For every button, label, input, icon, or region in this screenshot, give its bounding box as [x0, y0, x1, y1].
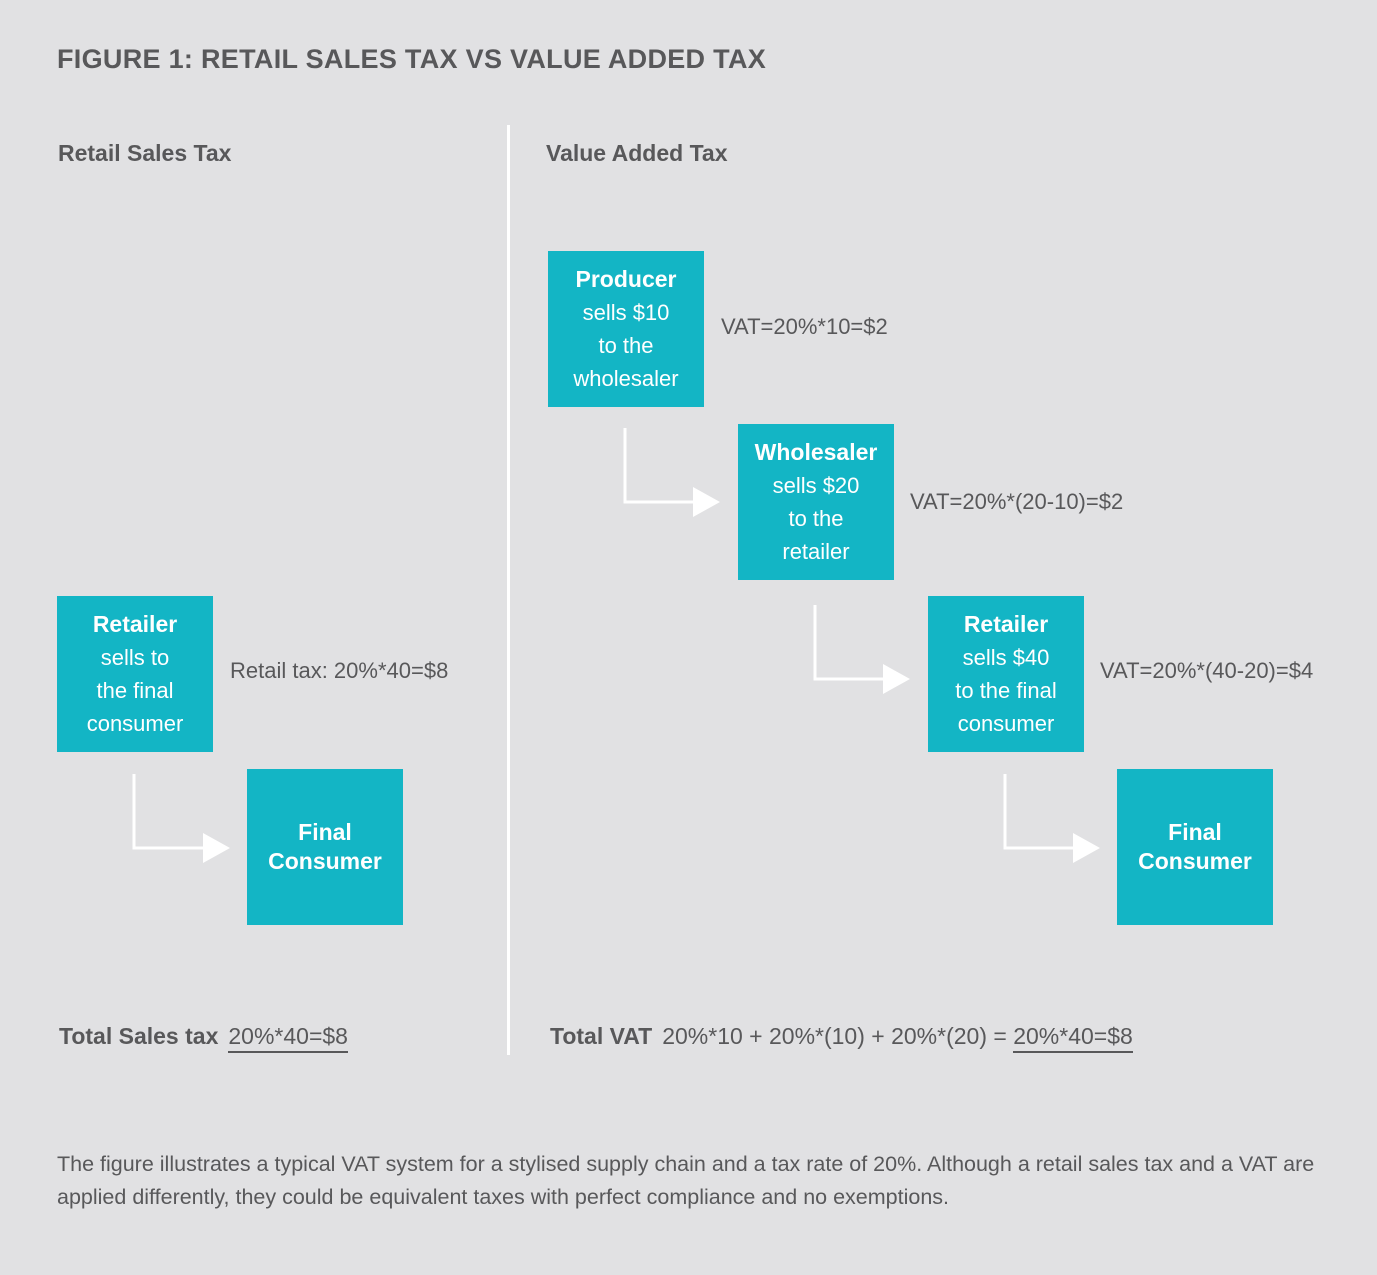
- total-value: 20%*40=$8: [1013, 1023, 1133, 1053]
- box-name: Final: [1168, 819, 1222, 845]
- arrow-icon: [1003, 774, 1075, 850]
- box-desc: retailer: [782, 539, 850, 564]
- box-desc: sells to: [100, 645, 170, 670]
- box-name: Retailer: [92, 611, 178, 637]
- box-desc: wholesaler: [573, 366, 679, 391]
- arrowhead-icon: [693, 487, 720, 517]
- total-expression: 20%*10 + 20%*(10) + 20%*(20) =: [662, 1023, 1007, 1049]
- total-vat: Total VAT 20%*10 + 20%*(10) + 20%*(20) = …: [550, 1023, 1133, 1053]
- producer-vat-note: VAT=20%*10=$2: [721, 314, 888, 339]
- box-name: Consumer: [268, 848, 382, 874]
- box-desc: to the: [788, 506, 844, 531]
- box-desc: sells $20: [772, 473, 860, 498]
- retailer-box-left: Retailer sells to the final consumer: [57, 596, 213, 752]
- wholesaler-box: Wholesaler sells $20 to the retailer: [738, 424, 894, 580]
- arrowhead-icon: [883, 664, 910, 694]
- box-desc: sells $10: [582, 300, 670, 325]
- box-name: Consumer: [1138, 848, 1252, 874]
- box-name: Retailer: [963, 611, 1049, 637]
- divider: [507, 125, 510, 1055]
- retailer-vat-note: VAT=20%*(40-20)=$4: [1100, 658, 1314, 683]
- arrow-icon: [132, 774, 205, 850]
- total-label: Total Sales tax: [59, 1023, 219, 1049]
- total-label: Total VAT: [550, 1023, 653, 1049]
- arrowhead-icon: [203, 833, 230, 863]
- figure-title: FIGURE 1: RETAIL SALES TAX VS VALUE ADDE…: [57, 44, 767, 74]
- arrow-icon: [813, 605, 885, 681]
- vat-heading: Value Added Tax: [546, 140, 728, 166]
- final-consumer-box-right: Final Consumer: [1117, 769, 1273, 925]
- retail-sales-tax-heading: Retail Sales Tax: [58, 140, 232, 166]
- arrow-icon: [623, 428, 695, 504]
- producer-box: Producer sells $10 to the wholesaler: [548, 251, 704, 407]
- wholesaler-vat-note: VAT=20%*(20-10)=$2: [910, 489, 1124, 514]
- box-name: Producer: [575, 266, 677, 292]
- total-value: 20%*40=$8: [228, 1023, 348, 1053]
- box-desc: consumer: [86, 711, 184, 736]
- box-desc: the final: [96, 678, 174, 703]
- total-sales-tax: Total Sales tax 20%*40=$8: [59, 1023, 348, 1053]
- retail-tax-note: Retail tax: 20%*40=$8: [230, 658, 449, 683]
- box-desc: consumer: [957, 711, 1055, 736]
- caption: The figure illustrates a typical VAT sys…: [57, 1152, 1315, 1209]
- box-desc: to the: [598, 333, 654, 358]
- box-desc: to the final: [955, 678, 1057, 703]
- arrowhead-icon: [1073, 833, 1100, 863]
- box-name: Wholesaler: [754, 439, 878, 465]
- retailer-box-right: Retailer sells $40 to the final consumer: [928, 596, 1084, 752]
- box-desc: sells $40: [962, 645, 1050, 670]
- box-name: Final: [298, 819, 352, 845]
- final-consumer-box-left: Final Consumer: [247, 769, 403, 925]
